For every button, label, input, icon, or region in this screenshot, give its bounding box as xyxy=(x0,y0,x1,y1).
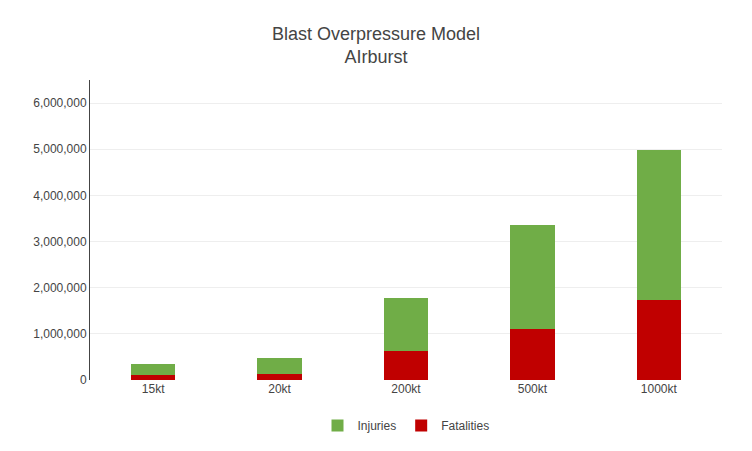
svg-text:1,000,000: 1,000,000 xyxy=(33,327,87,341)
svg-text:20kt: 20kt xyxy=(268,382,291,396)
svg-text:Blast Overpressure ModelAIrbur: Blast Overpressure ModelAIrburst xyxy=(272,24,480,67)
svg-text:3,000,000: 3,000,000 xyxy=(33,235,87,249)
svg-text:1000kt: 1000kt xyxy=(641,382,678,396)
svg-text:15kt: 15kt xyxy=(142,382,165,396)
svg-text:500kt: 500kt xyxy=(518,382,548,396)
svg-text:Injuries: Injuries xyxy=(358,419,397,433)
svg-text:5,000,000: 5,000,000 xyxy=(33,142,87,156)
svg-text:200kt: 200kt xyxy=(391,382,421,396)
svg-text:2,000,000: 2,000,000 xyxy=(33,281,87,295)
svg-text:0: 0 xyxy=(80,373,87,387)
svg-text:6,000,000: 6,000,000 xyxy=(33,96,87,110)
svg-text:Fatalities: Fatalities xyxy=(441,419,489,433)
svg-text:4,000,000: 4,000,000 xyxy=(33,189,87,203)
